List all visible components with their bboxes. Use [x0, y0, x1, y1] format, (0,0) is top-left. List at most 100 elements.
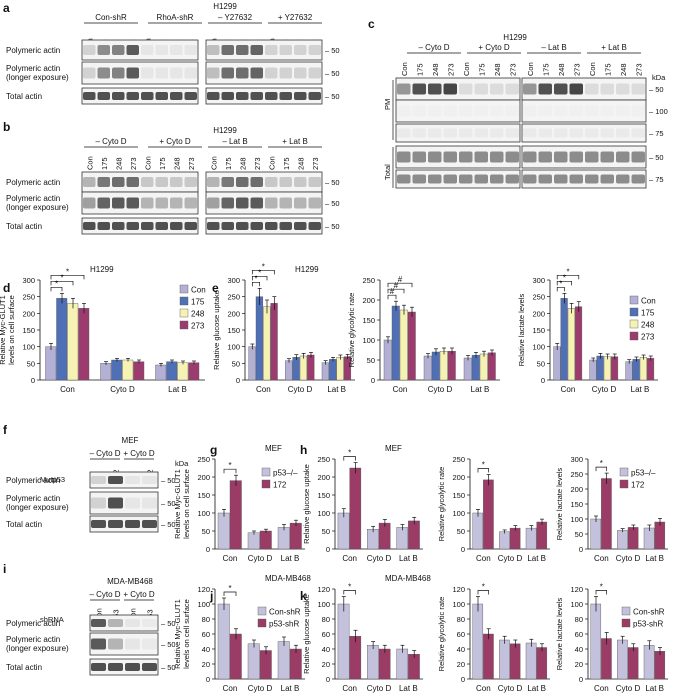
chart-title: MEF [385, 444, 402, 453]
y-tick-label: 50 [232, 359, 240, 368]
bar [499, 639, 510, 680]
bar [259, 530, 272, 550]
y-tick-label: 0 [579, 545, 583, 554]
y-tick-label: 100 [197, 509, 210, 518]
blot-band [97, 222, 110, 230]
blot-band [250, 92, 263, 100]
y-tick-label: 50 [27, 359, 35, 368]
cell-line-title: MEF [122, 436, 139, 445]
blot-box [395, 169, 521, 189]
y-tick-label: 0 [371, 376, 375, 385]
y-axis-label: Relative glucose uptake [302, 464, 311, 544]
significance-marker: * [482, 460, 485, 469]
blot-band [616, 128, 630, 138]
lane-label: 175 [603, 63, 612, 76]
blot-band [221, 67, 234, 79]
kda-marker: – 50 [161, 476, 176, 485]
blot-band [91, 663, 106, 671]
group-label: + Cyto D [159, 137, 191, 146]
kda-marker: – 50 [649, 153, 664, 162]
blot-band [97, 197, 110, 209]
blot-band [141, 45, 154, 55]
legend-swatch [179, 284, 189, 294]
blot-band [631, 151, 645, 163]
blot-box [89, 658, 159, 676]
lane-label: 175 [158, 157, 167, 170]
blot-band [184, 197, 197, 209]
blot-band [126, 177, 139, 187]
legend-swatch [619, 467, 629, 477]
significance-bracket [50, 280, 74, 286]
panel-letter: k [300, 589, 307, 603]
bar [229, 633, 242, 680]
lane-label: 248 [493, 63, 502, 76]
bar [337, 603, 350, 680]
kda-marker: – 50 [325, 46, 340, 55]
blot-row-label: (longer exposure) [6, 203, 69, 212]
blot-band [585, 174, 599, 184]
significance-bracket [50, 274, 85, 280]
bar [349, 636, 362, 680]
blot-band [170, 92, 183, 100]
section-label-total: Total [383, 164, 392, 180]
blot-band [97, 92, 110, 100]
blot-band [112, 222, 125, 230]
lane-label: 273 [129, 157, 138, 170]
section-label-pm: PM [383, 99, 392, 110]
blot-band [585, 151, 599, 163]
lane-label: 175 [224, 157, 233, 170]
blot-box [521, 123, 647, 143]
group-label: – Cyto D [95, 137, 126, 146]
blot-band [308, 45, 321, 55]
blot-band [490, 83, 504, 95]
y-tick-label: 150 [362, 316, 375, 325]
bar [560, 298, 568, 381]
blot-band [126, 197, 139, 209]
x-tick-label: Lat B [645, 554, 664, 563]
significance-marker: * [563, 273, 566, 282]
legend-label: 172 [273, 481, 287, 490]
y-tick-label: 300 [227, 276, 240, 285]
blot-band [125, 476, 140, 484]
y-axis-label: Relative glucose uptake [302, 594, 311, 674]
significance-bracket [595, 466, 608, 472]
blot-band [97, 177, 110, 187]
blot-band [279, 197, 292, 209]
y-tick-label: 40 [322, 645, 330, 654]
legend-label: Con-shR [269, 608, 301, 617]
chart-e3: 0 50 100 150 200 250 300 Relative lactate level… [517, 267, 658, 394]
blot-band [236, 67, 249, 79]
blot-band [631, 83, 645, 95]
bar [248, 346, 256, 381]
bar [483, 633, 494, 680]
kda-marker: – 50 [649, 85, 664, 94]
blot-band [141, 222, 154, 230]
y-tick-label: 150 [452, 491, 465, 500]
blot-band [125, 497, 140, 509]
lane-label: 175 [477, 63, 486, 76]
kda-marker: – 50 [161, 499, 176, 508]
blot-band [538, 83, 552, 95]
legend-swatch [179, 296, 189, 306]
lane-label: 248 [431, 63, 440, 76]
blot-band [412, 174, 426, 184]
blot-band [155, 92, 168, 100]
blot-band [126, 222, 139, 230]
x-tick-label: Cyto D [498, 684, 523, 693]
bar [299, 355, 308, 381]
blot-band [505, 83, 519, 95]
group-label: – Cyto D [89, 590, 120, 599]
legend-label: p53-shR [633, 620, 663, 629]
panel-letter: j [209, 589, 213, 603]
y-tick-label: 200 [317, 473, 330, 482]
lane-label: 273 [508, 63, 517, 76]
blot-band [554, 174, 568, 184]
chart-h1: h MEF 0 50 100 150 200 250 Relative glucose upta… [300, 443, 423, 563]
blot-band [569, 83, 583, 95]
panel-letter: f [3, 423, 8, 437]
blot-band [294, 45, 307, 55]
y-axis-label: levels on cell surface [7, 295, 16, 365]
y-axis-label: Relative glycolytic rate [347, 293, 356, 368]
blot-band [397, 83, 411, 95]
group-label: – Cyto D [89, 449, 120, 458]
